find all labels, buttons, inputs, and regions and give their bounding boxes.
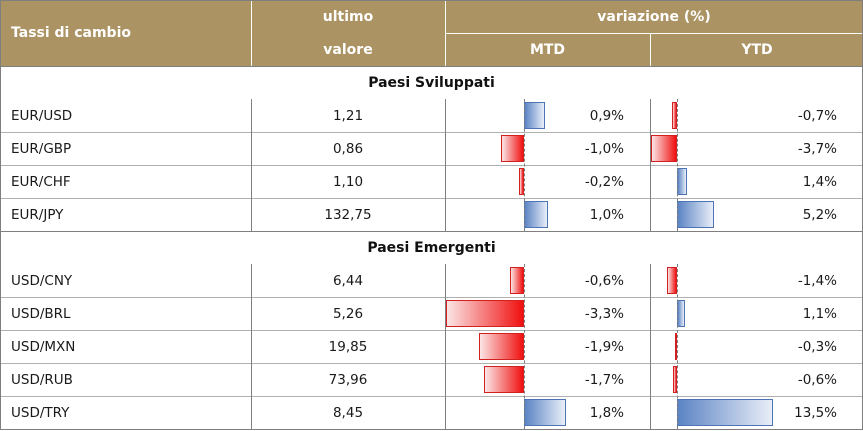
header-ytd: YTD (651, 34, 863, 66)
row-divider (0, 165, 863, 166)
last-value: 8,45 (332, 404, 364, 421)
row-divider (0, 396, 863, 397)
column-divider (251, 99, 252, 231)
last-value: 19,85 (328, 338, 368, 355)
ytd-bar (650, 135, 677, 162)
currency-pair: USD/BRL (11, 305, 71, 322)
currency-pair: USD/RUB (11, 371, 73, 388)
column-divider (650, 99, 651, 231)
ytd-bar (667, 267, 677, 294)
ytd-change: -0,3% (797, 338, 837, 355)
mtd-bar (509, 267, 524, 294)
mtd-bar (519, 168, 524, 195)
header-currency-pair: Tassi di cambio (0, 0, 251, 66)
mtd-change: -1,0% (584, 140, 624, 157)
column-divider (445, 264, 446, 429)
column-divider (445, 99, 446, 231)
last-value: 6,44 (332, 272, 364, 289)
header-last-value-top: ultimo (251, 0, 445, 33)
row-divider (0, 363, 863, 364)
last-value: 1,21 (332, 107, 364, 124)
header-last-value-bottom: valore (251, 33, 445, 66)
last-value: 5,26 (332, 305, 364, 322)
currency-pair: EUR/JPY (11, 206, 64, 223)
row-divider (0, 297, 863, 298)
ytd-bar (672, 102, 677, 129)
section-title: Paesi Sviluppati (0, 66, 863, 99)
currency-pair: USD/TRY (11, 404, 70, 421)
ytd-zero-axis (677, 99, 678, 231)
last-value: 73,96 (328, 371, 368, 388)
ytd-bar (677, 201, 714, 228)
mtd-bar (484, 366, 524, 393)
ytd-change: -0,7% (797, 107, 837, 124)
ytd-change: -1,4% (797, 272, 837, 289)
ytd-change: 13,5% (794, 404, 837, 421)
currency-pair: EUR/GBP (11, 140, 72, 157)
mtd-bar (524, 399, 567, 426)
ytd-change: 1,1% (802, 305, 837, 322)
ytd-zero-axis (677, 264, 678, 429)
mtd-bar (479, 333, 524, 360)
mtd-change: -1,7% (584, 371, 624, 388)
ytd-bar (672, 366, 677, 393)
currency-pair: EUR/CHF (11, 173, 71, 190)
last-value: 132,75 (324, 206, 372, 223)
mtd-zero-axis (524, 264, 525, 429)
column-divider (650, 264, 651, 429)
ytd-change: -3,7% (797, 140, 837, 157)
last-value: 1,10 (332, 173, 364, 190)
last-value: 0,86 (332, 140, 364, 157)
column-divider (251, 264, 252, 429)
currency-pair: EUR/USD (11, 107, 73, 124)
mtd-zero-axis (524, 99, 525, 231)
row-divider (0, 198, 863, 199)
mtd-change: -0,6% (584, 272, 624, 289)
row-divider (0, 132, 863, 133)
mtd-bar (446, 300, 524, 327)
row-divider (0, 330, 863, 331)
currency-pair: USD/MXN (11, 338, 76, 355)
ytd-bar (674, 333, 677, 360)
ytd-change: 1,4% (802, 173, 837, 190)
mtd-change: -3,3% (584, 305, 624, 322)
header-mtd: MTD (445, 34, 650, 66)
mtd-bar (500, 135, 524, 162)
currency-pair: USD/CNY (11, 272, 73, 289)
mtd-change: -0,2% (584, 173, 624, 190)
ytd-change: 5,2% (802, 206, 837, 223)
header-change-group: variazione (%) (445, 0, 863, 33)
mtd-change: -1,9% (584, 338, 624, 355)
ytd-bar (677, 399, 773, 426)
mtd-change: 1,0% (589, 206, 624, 223)
section-title: Paesi Emergenti (0, 231, 863, 264)
mtd-change: 1,8% (589, 404, 624, 421)
ytd-change: -0,6% (797, 371, 837, 388)
mtd-change: 0,9% (589, 107, 624, 124)
